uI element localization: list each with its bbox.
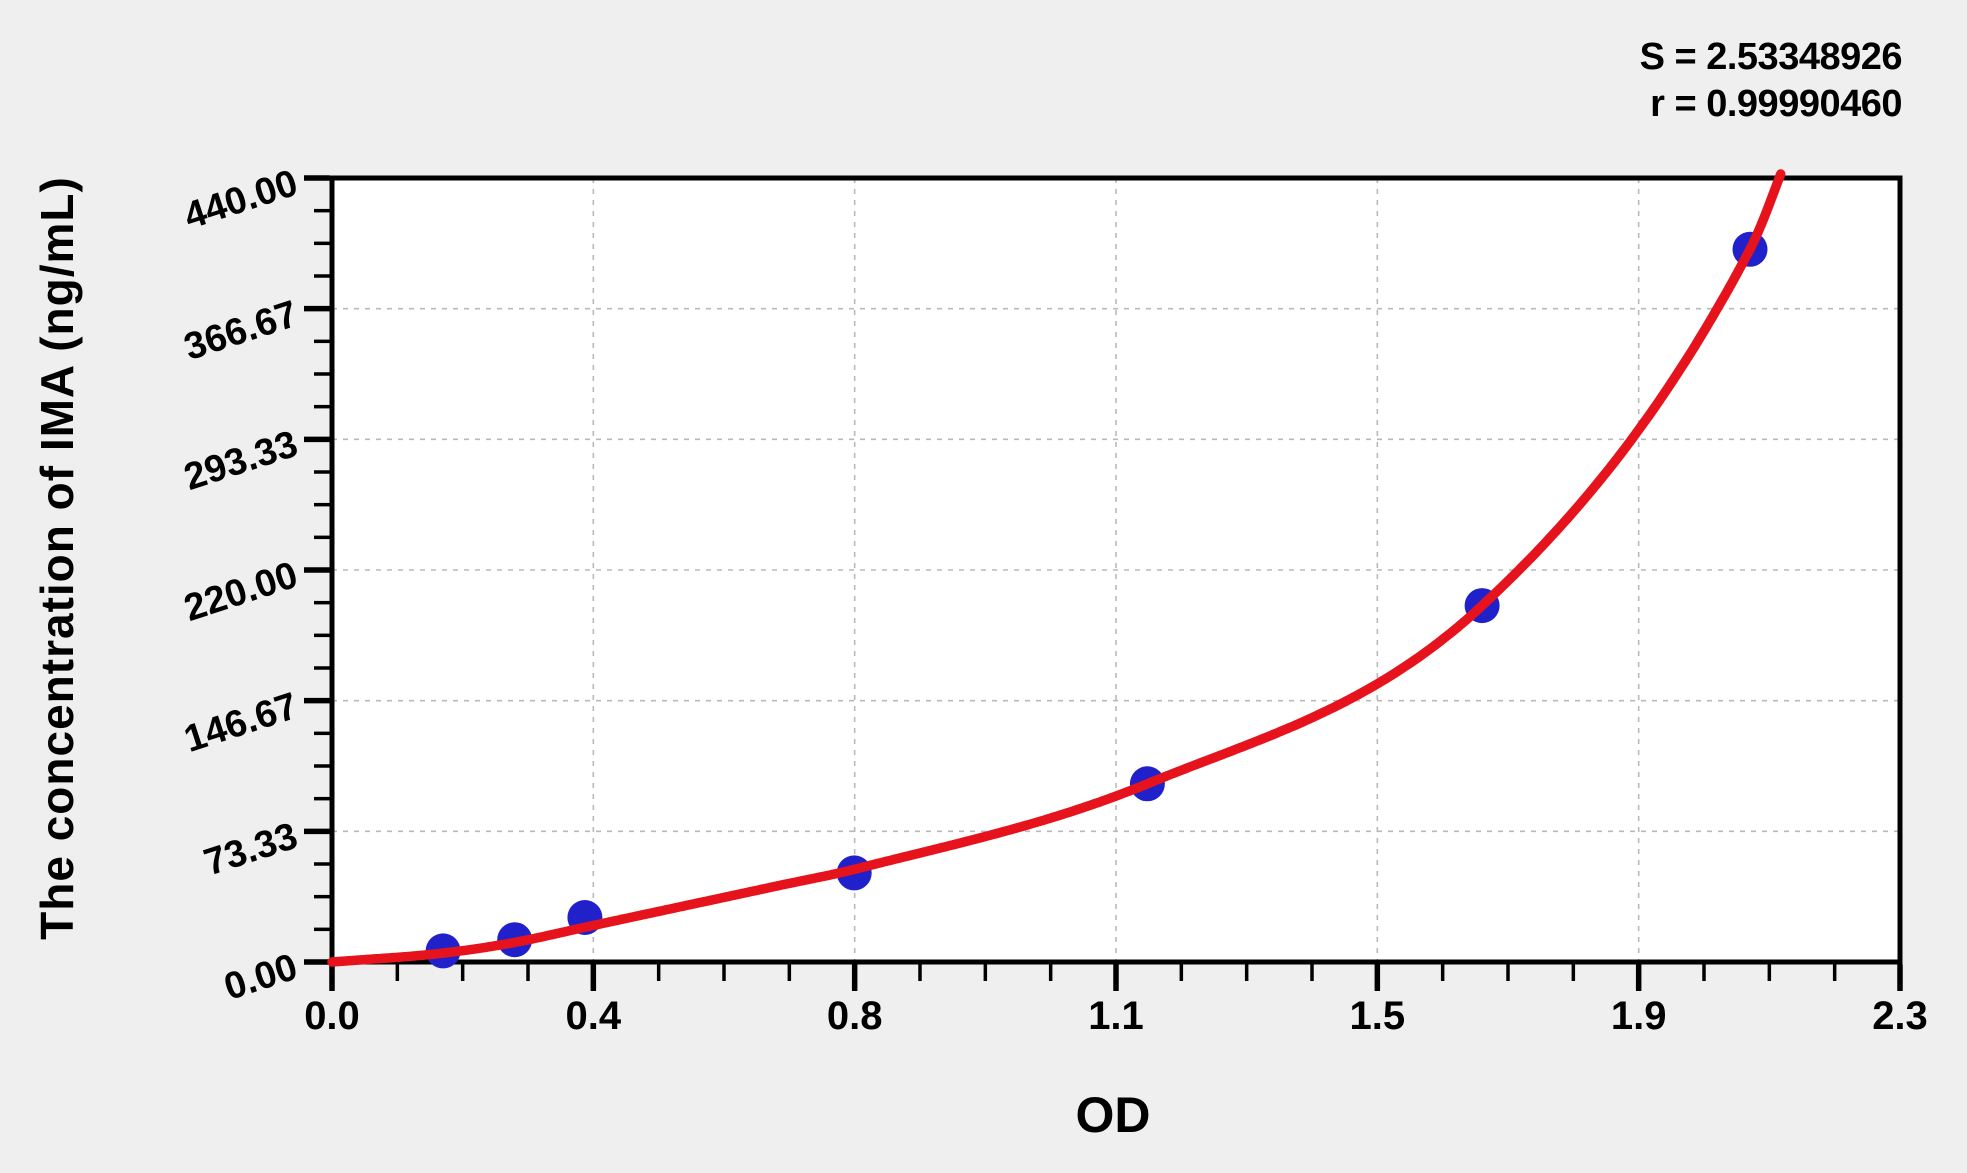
x-tick-label: 1.9: [1610, 994, 1667, 1038]
x-tick-label: 0.0: [304, 994, 360, 1038]
fit-curve: [327, 169, 1786, 967]
r-value-text: r = 0.99990460: [1650, 83, 1902, 125]
axis-frame: [329, 175, 1903, 965]
x-axis-title: OD: [1075, 1087, 1151, 1143]
x-tick-label: 2.3: [1872, 994, 1928, 1038]
stats-annotation: S = 2.53348926 r = 0.99990460: [1639, 34, 1903, 128]
x-tick-label: 0.4: [565, 994, 622, 1038]
x-tick-label: 1.1: [1088, 994, 1144, 1038]
x-tick-label: 0.8: [826, 994, 883, 1038]
s-value-text: S = 2.53348926: [1639, 36, 1903, 78]
x-tick-label: 1.5: [1349, 994, 1406, 1038]
